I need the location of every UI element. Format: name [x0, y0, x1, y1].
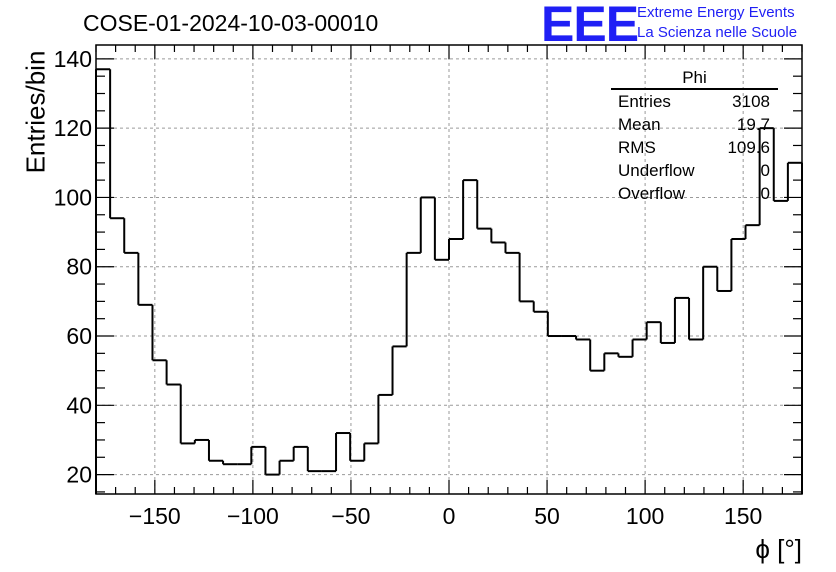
y-tick-label: 80	[66, 254, 92, 280]
stats-row-entries: Entries 3108	[611, 90, 778, 113]
y-tick-label: 140	[54, 46, 92, 72]
logo-caption-line-1: Extreme Energy Events	[637, 4, 795, 21]
eee-logo: EEE	[541, 0, 639, 52]
stats-row-mean: Mean 19.7	[611, 113, 778, 136]
x-axis-label: ϕ [°]	[755, 534, 802, 564]
logo-caption: Extreme Energy Events La Scienza nelle S…	[637, 3, 797, 43]
chart-title: COSE-01-2024-10-03-00010	[83, 10, 379, 36]
x-tick-label: 0	[443, 503, 456, 529]
stats-label: RMS	[618, 138, 656, 157]
y-axis-label: Entries/bin	[20, 50, 51, 174]
x-tick-label: −50	[331, 503, 370, 529]
stats-label: Entries	[618, 92, 671, 111]
stats-label: Mean	[618, 115, 661, 134]
y-tick-label: 100	[54, 184, 92, 210]
stats-label: Underflow	[618, 161, 695, 180]
stats-row-underflow: Underflow 0	[611, 159, 778, 182]
x-tick-label: −100	[227, 503, 279, 529]
y-tick-label: 20	[66, 462, 92, 488]
stats-value: 3108	[732, 92, 770, 111]
y-tick-label: 60	[66, 323, 92, 349]
x-tick-label: −150	[129, 503, 181, 529]
stats-value: 0	[760, 184, 770, 203]
stats-value: 109.6	[727, 138, 770, 157]
stats-value: 19.7	[736, 115, 770, 134]
statistics-box: Phi Entries 3108 Mean 19.7 RMS 109.6 Und…	[611, 68, 778, 205]
x-tick-label: 150	[724, 503, 762, 529]
x-tick-label: 50	[534, 503, 560, 529]
y-tick-label: 120	[54, 115, 92, 141]
stats-row-rms: RMS 109.6	[611, 136, 778, 159]
y-tick-label: 40	[66, 392, 92, 418]
x-tick-label: 100	[626, 503, 664, 529]
logo-caption-line-2: La Scienza nelle Scuole	[637, 24, 798, 41]
stats-row-overflow: Overflow 0	[611, 182, 778, 205]
stats-title: Phi	[611, 68, 778, 90]
stats-label: Overflow	[618, 184, 686, 203]
stats-value: 0	[760, 161, 770, 180]
